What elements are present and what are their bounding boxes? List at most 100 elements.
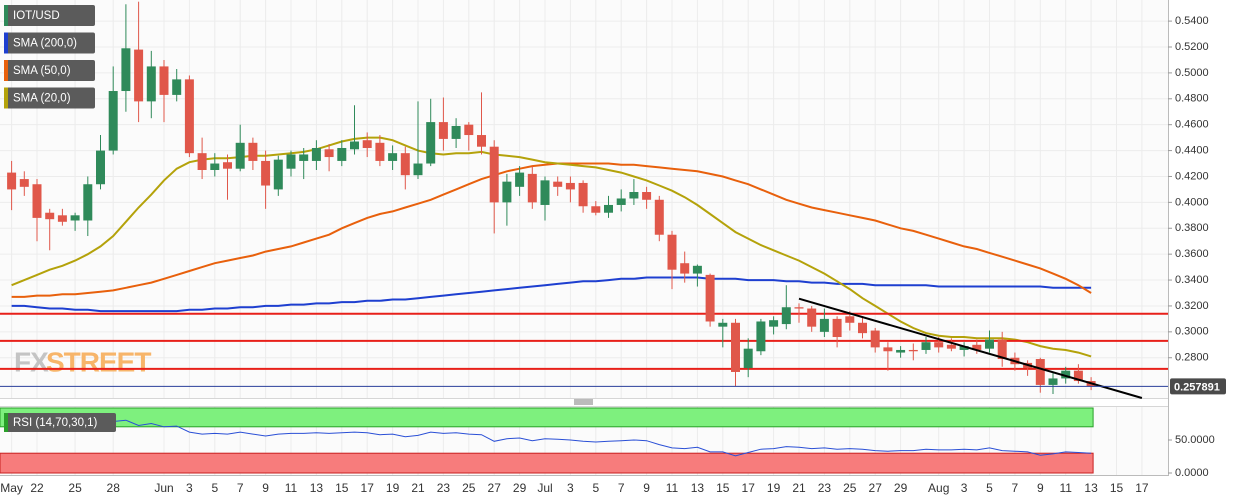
candle-body (654, 199, 664, 235)
candle-body (959, 346, 969, 350)
y-tick-label: 0.3600 (1175, 248, 1209, 260)
candle-body (845, 316, 855, 323)
candle-body (134, 49, 144, 102)
candle-body (743, 348, 753, 369)
candle-body (7, 172, 17, 190)
legend-box[interactable] (4, 32, 95, 54)
candle-body (184, 79, 194, 154)
candle-body (311, 147, 321, 161)
candle-body (565, 182, 575, 190)
legend-label: SMA (200,0) (13, 38, 77, 50)
candle-body (375, 142, 385, 161)
y-tick-label: 0.4600 (1175, 119, 1209, 131)
candle-body (807, 308, 817, 327)
candle-body (908, 349, 918, 352)
candle-body (794, 307, 804, 309)
legend-box[interactable] (4, 60, 95, 81)
candle-body (515, 172, 525, 187)
y-tick-label: 0.5200 (1175, 41, 1209, 53)
candle-body (756, 321, 766, 352)
candle-body (350, 141, 359, 150)
x-tick-label: 25 (843, 481, 857, 495)
y-tick-label: 0.0000 (1175, 467, 1209, 479)
x-tick-label: 15 (1110, 481, 1124, 495)
x-tick-label: 7 (237, 481, 244, 495)
x-tick-label: 5 (592, 481, 599, 495)
x-tick-label: 21 (411, 481, 425, 495)
candle-body (108, 91, 118, 151)
candle-body (70, 215, 80, 221)
x-tick-label: 3 (186, 481, 193, 495)
y-tick-label: 0.4800 (1175, 93, 1209, 105)
candle-body (1035, 359, 1045, 385)
candle-body (45, 212, 55, 220)
candle-body (426, 122, 436, 164)
candle-body (832, 318, 842, 338)
candle-body (667, 234, 677, 270)
legend-label: IOT/USD (13, 10, 60, 22)
x-tick-label: 19 (767, 481, 781, 495)
candle-body (413, 163, 423, 176)
candle-body (578, 182, 588, 207)
candle-body (769, 320, 779, 327)
x-tick-label: 5 (986, 481, 993, 495)
candle-body (438, 122, 448, 139)
candle-body (286, 154, 296, 169)
legend-label: SMA (50,0) (13, 65, 71, 77)
legend-swatch (4, 60, 8, 81)
y-tick-label: 0.3200 (1175, 300, 1209, 312)
x-tick-label: 25 (462, 481, 476, 495)
candle-body (261, 160, 271, 186)
legend-label: RSI (14,70,30,1) (13, 417, 98, 429)
x-tick-label: May (0, 481, 23, 495)
x-tick-label: 21 (792, 481, 806, 495)
candle-body (83, 184, 93, 221)
candle-body (299, 154, 309, 161)
candle-body (692, 265, 702, 274)
candle-body (1048, 378, 1058, 385)
x-tick-label: 15 (335, 481, 349, 495)
y-tick-label: 0.3000 (1175, 326, 1209, 338)
legend-box[interactable] (4, 413, 116, 432)
x-tick-label: 29 (894, 481, 908, 495)
sma-line (11, 162, 1092, 298)
rsi-oversold-band (0, 452, 1094, 474)
resize-handle[interactable] (574, 399, 593, 405)
y-tick-label: 50.0000 (1175, 434, 1215, 446)
candle-body (477, 135, 486, 147)
legend-swatch (4, 87, 8, 109)
candle-body (883, 347, 893, 352)
candle-body (324, 149, 334, 158)
legend-box[interactable] (4, 5, 95, 26)
candle-body (972, 344, 982, 350)
candle-body (540, 180, 550, 205)
rsi-line (11, 419, 1092, 457)
candle-body (32, 184, 42, 218)
candle-body (870, 330, 880, 348)
x-tick-label: 23 (437, 481, 451, 495)
candle-body (235, 142, 245, 169)
legend-swatch (4, 413, 8, 432)
candle-body (273, 159, 283, 190)
candle-body (896, 349, 906, 353)
candle-body (96, 150, 105, 185)
last-price-label: 0.257891 (1174, 381, 1220, 393)
x-tick-label: 15 (716, 481, 730, 495)
legend-label: SMA (20,0) (13, 93, 71, 105)
candle-body (172, 79, 182, 95)
legend-swatch (4, 32, 8, 54)
x-tick-label: 13 (691, 481, 705, 495)
candle-body (159, 66, 169, 95)
legend-box[interactable] (4, 87, 95, 109)
candle-body (591, 206, 601, 213)
x-tick-label: 9 (262, 481, 269, 495)
x-tick-label: 3 (961, 481, 968, 495)
x-tick-label: 9 (1037, 481, 1044, 495)
x-tick-label: 7 (1012, 481, 1019, 495)
sma-line (11, 276, 1092, 313)
y-tick-label: 0.3400 (1175, 274, 1209, 286)
x-tick-label: 25 (68, 481, 82, 495)
x-tick-label: 13 (1084, 481, 1098, 495)
last-price-box (1170, 378, 1226, 395)
